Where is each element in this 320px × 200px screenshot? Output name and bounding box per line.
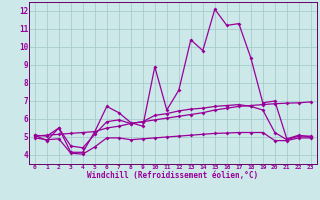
X-axis label: Windchill (Refroidissement éolien,°C): Windchill (Refroidissement éolien,°C) — [87, 171, 258, 180]
